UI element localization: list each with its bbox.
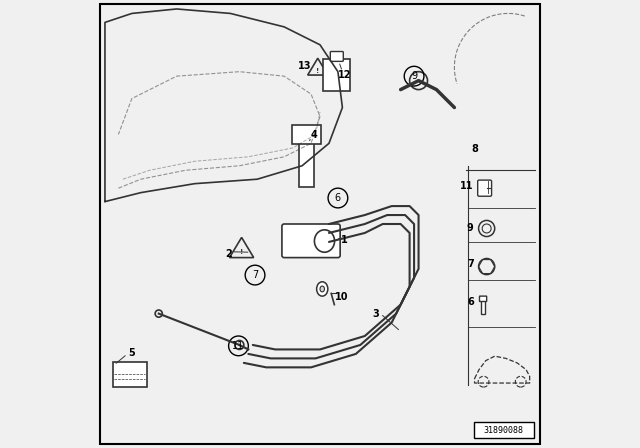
Ellipse shape (314, 230, 335, 252)
Text: 6: 6 (467, 297, 474, 307)
Text: 7: 7 (252, 270, 258, 280)
Text: 3: 3 (372, 310, 380, 319)
Text: !: ! (316, 68, 319, 73)
FancyBboxPatch shape (330, 52, 343, 61)
Text: 1: 1 (341, 235, 348, 245)
FancyBboxPatch shape (282, 224, 340, 258)
Text: !: ! (240, 249, 243, 255)
Text: 5: 5 (129, 348, 135, 358)
FancyBboxPatch shape (323, 59, 351, 91)
Text: 10: 10 (335, 292, 348, 302)
Text: 12: 12 (338, 70, 351, 80)
Text: 2: 2 (225, 250, 232, 259)
FancyBboxPatch shape (479, 296, 486, 302)
FancyBboxPatch shape (477, 180, 492, 196)
Text: 31890088: 31890088 (484, 426, 524, 435)
Text: 9: 9 (411, 71, 417, 81)
FancyBboxPatch shape (292, 125, 321, 144)
FancyBboxPatch shape (113, 362, 147, 387)
Text: 6: 6 (335, 193, 341, 203)
Text: 13: 13 (298, 61, 311, 71)
Ellipse shape (317, 282, 328, 296)
FancyBboxPatch shape (474, 422, 534, 438)
Text: 4: 4 (311, 130, 317, 140)
Text: 7: 7 (467, 259, 474, 269)
Text: 11: 11 (460, 181, 474, 191)
Ellipse shape (320, 286, 324, 292)
FancyBboxPatch shape (481, 299, 485, 314)
Text: 8: 8 (471, 144, 478, 154)
Text: 9: 9 (467, 224, 474, 233)
FancyBboxPatch shape (299, 140, 314, 187)
Text: 11: 11 (232, 341, 244, 351)
